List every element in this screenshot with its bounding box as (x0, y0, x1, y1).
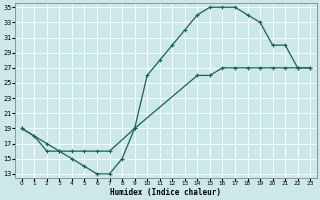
X-axis label: Humidex (Indice chaleur): Humidex (Indice chaleur) (110, 188, 221, 197)
